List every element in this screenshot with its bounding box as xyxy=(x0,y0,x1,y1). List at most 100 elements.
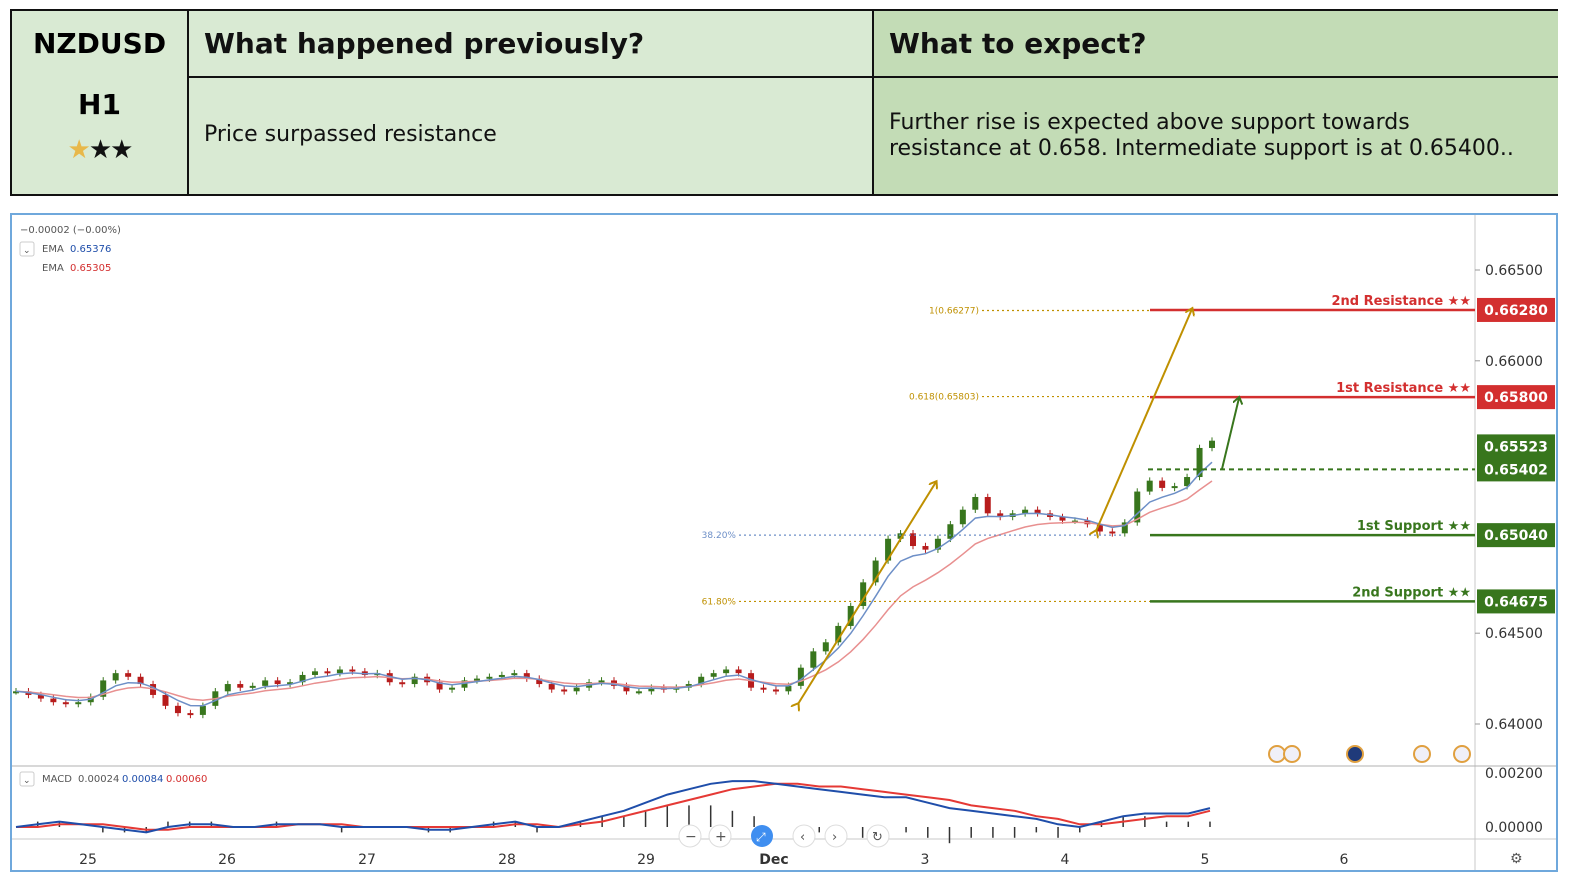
candle-body xyxy=(822,642,829,652)
projection-arrow-2 xyxy=(1096,309,1192,531)
candle-body xyxy=(312,671,318,675)
candle-body xyxy=(486,676,493,679)
event-flag-icon[interactable] xyxy=(1268,745,1286,763)
chevron-right-icon: › xyxy=(832,830,837,845)
support-level-name: 2nd Support ★★ xyxy=(1352,585,1471,600)
ema2-label: EMA xyxy=(42,263,64,274)
reset-chart-button[interactable] xyxy=(866,824,890,848)
chevron-left-icon: ‹ xyxy=(800,830,805,845)
reset-scale-button[interactable] xyxy=(751,825,773,847)
candle-body xyxy=(698,676,705,685)
ticks-layer: 0.66500 0.66000 0.64500 0.64000 0.00200 0.000… xyxy=(79,263,1543,868)
scroll-right-button[interactable] xyxy=(824,824,848,848)
refresh-icon: ↻ xyxy=(872,830,883,845)
event-flag-icon[interactable] xyxy=(1453,745,1471,763)
macd-tick-label: 0.00200 xyxy=(1485,766,1543,782)
timeframe-label: H1 xyxy=(78,88,121,121)
support-price-badge xyxy=(1477,523,1555,548)
candle-body xyxy=(1034,509,1041,514)
x-tick-label: 26 xyxy=(218,852,236,868)
event-flag-icon[interactable] xyxy=(1413,745,1431,763)
candle-body xyxy=(997,513,1004,517)
candle-body xyxy=(523,673,530,679)
candle-body xyxy=(536,678,543,685)
candle-body xyxy=(125,673,132,677)
candle-body xyxy=(399,682,406,685)
price-tick-label: 0.64000 xyxy=(1485,717,1543,733)
candle-body xyxy=(249,685,256,688)
ema-fast-line xyxy=(15,461,1213,707)
candle-body xyxy=(772,689,779,692)
zoom-out-button[interactable] xyxy=(678,824,702,848)
support-level-name: 1st Support ★★ xyxy=(1357,519,1471,534)
support-price-label: 0.64675 xyxy=(1484,594,1548,610)
macd-value-line: 0.00084 xyxy=(122,774,163,785)
macd-label: MACD xyxy=(42,774,72,785)
candle-body xyxy=(1171,486,1178,489)
candle-body xyxy=(1196,447,1203,478)
candle-body xyxy=(473,678,480,681)
legend-collapse-button[interactable] xyxy=(19,241,35,257)
projection-arrow-1 xyxy=(798,482,936,704)
scroll-left-button[interactable] xyxy=(792,824,816,848)
fib-level-label: 0.618(0.65803) xyxy=(909,393,979,403)
settings-gear-icon[interactable]: ⚙ xyxy=(1510,851,1523,867)
candle-body xyxy=(262,680,269,686)
analysis-header: NZDUSD H1 ★★★ What happened previously? … xyxy=(10,9,1558,196)
candle-body xyxy=(299,674,306,683)
candle-body xyxy=(922,546,929,550)
macd-line xyxy=(15,780,1211,834)
candle-body xyxy=(511,673,518,676)
candle-body xyxy=(62,702,69,705)
resistance-price-badge xyxy=(1477,297,1555,322)
macd-collapse-button[interactable] xyxy=(19,771,35,787)
x-tick-label: 3 xyxy=(921,852,930,868)
symbol-cell: NZDUSD H1 ★★★ xyxy=(12,11,189,194)
candle-body xyxy=(199,705,206,715)
price-tick-label: 0.66500 xyxy=(1485,263,1543,279)
macd-value-hist: 0.00024 xyxy=(78,774,119,785)
macd-layer xyxy=(15,780,1211,844)
candle-body xyxy=(1209,440,1215,448)
candle-body xyxy=(972,497,979,510)
x-tick-label: 5 xyxy=(1201,852,1210,868)
candle-body xyxy=(810,651,817,668)
candle-body xyxy=(287,682,294,685)
candle-body xyxy=(984,497,991,514)
event-flag-icon[interactable] xyxy=(1346,745,1364,763)
resistance-price-label: 0.65800 xyxy=(1484,390,1548,406)
ema1-label: EMA xyxy=(42,244,64,255)
event-flag-icon[interactable] xyxy=(1283,745,1301,763)
candle-body xyxy=(623,685,630,692)
previous-text: Price surpassed resistance xyxy=(204,122,497,147)
star-filled-icon: ★ xyxy=(67,135,91,165)
expect-body-cell: Further rise is expected above support t… xyxy=(874,78,1558,194)
resistance-level-name: 2nd Resistance ★★ xyxy=(1332,294,1472,309)
candle-body xyxy=(635,691,642,694)
candle-body xyxy=(187,713,194,716)
ema2-value: 0.65305 xyxy=(70,263,111,274)
fib-level-label: 61.80% xyxy=(702,597,737,607)
candle-body xyxy=(274,680,281,685)
candle-body xyxy=(735,669,742,674)
zoom-in-button[interactable] xyxy=(708,824,732,848)
candle-body xyxy=(137,676,144,685)
candle-body xyxy=(336,669,343,674)
symbol-label: NZDUSD xyxy=(32,27,167,60)
expand-icon: ⤢ xyxy=(755,830,766,844)
chart-panel[interactable]: 2nd Resistance ★★ 0.66280 1st Resistance ★… xyxy=(10,213,1558,872)
candle-body xyxy=(237,684,244,688)
previous-header-cell: What happened previously? xyxy=(189,11,874,78)
ema1-value: 0.65376 xyxy=(70,244,111,255)
candle-body xyxy=(150,684,157,695)
candle-body xyxy=(1159,480,1166,488)
candle-body xyxy=(1059,516,1066,521)
candle-body xyxy=(710,673,717,677)
candle-body xyxy=(573,687,580,692)
last-price-badge xyxy=(1477,434,1555,459)
x-tick-label: 28 xyxy=(498,852,516,868)
candle-body xyxy=(723,669,730,674)
price-tick-label: 0.64500 xyxy=(1485,626,1543,642)
candle-body xyxy=(100,680,107,697)
price-chart[interactable]: 2nd Resistance ★★ 0.66280 1st Resistance ★… xyxy=(12,215,1556,870)
